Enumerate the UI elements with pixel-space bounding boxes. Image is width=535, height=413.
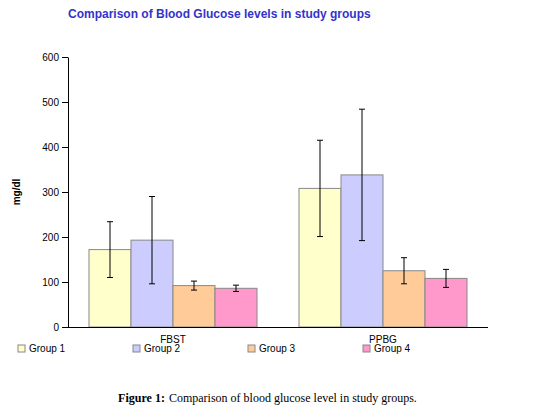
plot-area <box>89 109 467 327</box>
legend-item: Group 1 <box>18 343 66 354</box>
legend-swatch <box>363 345 370 352</box>
error-bar <box>359 109 365 240</box>
bar <box>215 288 257 327</box>
bar-series <box>131 109 383 327</box>
error-bar <box>443 269 449 287</box>
y-axis: 0 100 200 300 400 500 600 <box>42 52 68 333</box>
legend-item: Group 4 <box>363 343 411 354</box>
y-tick: 100 <box>42 277 68 288</box>
legend-label: Group 2 <box>144 343 181 354</box>
y-axis-title: mg/dl <box>11 178 22 205</box>
y-tick-label: 400 <box>42 142 59 153</box>
y-tick-mark <box>62 147 68 148</box>
bar-series <box>89 140 341 327</box>
error-bar <box>401 258 407 284</box>
error-bar <box>233 285 239 291</box>
y-tick-mark <box>62 327 68 328</box>
legend-label: Group 1 <box>29 343 66 354</box>
error-bar <box>317 140 323 236</box>
y-tick-label: 200 <box>42 232 59 243</box>
chart: Comparison of Blood Glucose levels in st… <box>0 0 535 413</box>
bar <box>173 286 215 327</box>
legend-label: Group 4 <box>374 343 411 354</box>
bar-series <box>173 258 425 327</box>
y-tick-label: 500 <box>42 97 59 108</box>
y-axis-line <box>68 58 69 328</box>
bar-series <box>215 269 467 327</box>
y-tick: 600 <box>42 52 68 63</box>
legend: Group 1 Group 2 Group 3 Group 4 <box>18 343 411 354</box>
caption-label: Figure 1: <box>118 391 165 405</box>
y-tick-mark <box>62 237 68 238</box>
y-tick: 0 <box>53 322 68 333</box>
x-axis-line <box>68 327 488 328</box>
y-tick-label: 600 <box>42 52 59 63</box>
y-tick-label: 300 <box>42 187 59 198</box>
caption-text: Comparison of blood glucose level in stu… <box>169 391 417 405</box>
legend-label: Group 3 <box>259 343 296 354</box>
legend-swatch <box>18 345 25 352</box>
error-bar <box>107 222 113 278</box>
caption: Figure 1: Comparison of blood glucose lev… <box>118 391 417 405</box>
error-bar <box>191 281 197 290</box>
legend-swatch <box>133 345 140 352</box>
y-tick-label: 0 <box>53 322 59 333</box>
legend-item: Group 2 <box>133 343 181 354</box>
y-tick-mark <box>62 57 68 58</box>
y-tick-mark <box>62 102 68 103</box>
y-tick: 400 <box>42 142 68 153</box>
y-tick: 200 <box>42 232 68 243</box>
y-tick-mark <box>62 192 68 193</box>
y-tick-label: 100 <box>42 277 59 288</box>
y-tick: 500 <box>42 97 68 108</box>
error-bar <box>149 197 155 284</box>
y-tick-mark <box>62 282 68 283</box>
title: Comparison of Blood Glucose levels in st… <box>68 7 371 21</box>
legend-item: Group 3 <box>248 343 296 354</box>
legend-swatch <box>248 345 255 352</box>
y-tick: 300 <box>42 187 68 198</box>
